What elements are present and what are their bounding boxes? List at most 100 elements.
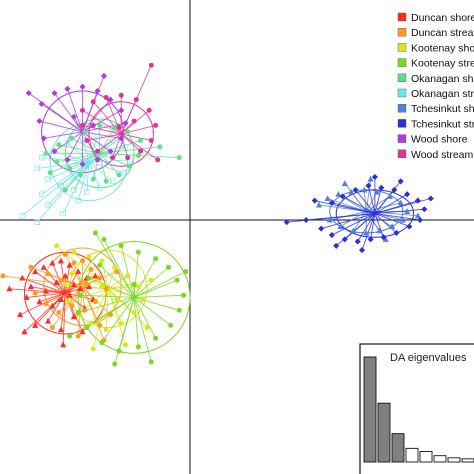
point-duncan-stream xyxy=(79,258,86,264)
legend-label-duncan-stream: Duncan stream xyxy=(411,27,474,39)
legend-swatch-wood-stream xyxy=(397,149,407,159)
point-kootenay-shore xyxy=(114,297,120,303)
point-tchesinkut-stream xyxy=(303,216,310,224)
spoke-okanagan-stream xyxy=(22,161,90,217)
point-tchesinkut-shore xyxy=(335,190,342,197)
point-tchesinkut-shore xyxy=(348,188,355,195)
point-tchesinkut-stream xyxy=(391,186,398,193)
spoke-duncan-stream xyxy=(45,286,83,305)
spoke-kootenay-shore xyxy=(107,267,116,289)
point-okanagan-shore xyxy=(43,150,49,156)
spoke-wood-shore xyxy=(73,116,83,133)
point-wood-stream xyxy=(155,157,161,163)
point-duncan-shore xyxy=(49,302,56,309)
spoke-tchesinkut-stream xyxy=(314,200,375,214)
point-kootenay-shore xyxy=(71,249,77,255)
spoke-tchesinkut-stream xyxy=(374,198,431,214)
point-kootenay-shore xyxy=(64,299,70,305)
point-duncan-shore xyxy=(17,311,24,318)
point-okanagan-shore xyxy=(67,165,73,171)
point-wood-shore xyxy=(64,85,71,92)
point-kootenay-shore xyxy=(148,277,154,283)
point-okanagan-stream xyxy=(60,210,66,217)
point-wood-stream xyxy=(79,107,86,113)
spoke-kootenay-stream xyxy=(133,271,186,298)
point-tchesinkut-shore xyxy=(397,199,404,206)
point-kootenay-stream xyxy=(168,322,174,328)
point-wood-stream xyxy=(110,155,116,161)
point-tchesinkut-shore xyxy=(350,227,357,234)
point-duncan-stream xyxy=(43,301,49,307)
spoke-duncan-shore xyxy=(60,293,66,330)
point-okanagan-shore xyxy=(82,129,88,135)
point-tchesinkut-shore xyxy=(326,216,333,223)
point-tchesinkut-stream xyxy=(378,184,385,191)
point-wood-shore xyxy=(51,90,58,97)
point-kootenay-stream xyxy=(181,292,187,298)
point-wood-stream xyxy=(153,122,159,128)
spoke-wood-stream xyxy=(97,133,122,152)
point-duncan-stream xyxy=(58,277,64,283)
point-duncan-shore xyxy=(75,268,82,275)
legend-swatch-kootenay-stream xyxy=(397,58,407,67)
point-duncan-stream xyxy=(45,271,51,277)
spoke-wood-stream xyxy=(82,124,122,135)
point-tchesinkut-stream xyxy=(371,173,378,181)
eigenvalue-bar xyxy=(433,455,447,463)
spoke-wood-shore xyxy=(39,120,83,133)
point-okanagan-shore xyxy=(62,187,68,193)
spoke-wood-shore xyxy=(67,88,83,132)
legend-label-okanagan-stream: Okanagan stream xyxy=(411,88,474,100)
spoke-wood-stream xyxy=(86,133,122,141)
spoke-tchesinkut-stream xyxy=(374,213,410,227)
point-tchesinkut-stream xyxy=(397,178,404,185)
point-wood-shore xyxy=(100,72,108,79)
point-wood-shore xyxy=(107,96,114,103)
spoke-kootenay-stream xyxy=(133,297,156,339)
point-kootenay-stream xyxy=(92,230,98,236)
point-kootenay-stream xyxy=(67,333,73,339)
point-wood-shore xyxy=(38,100,45,107)
legend-swatch-tchesinkut-shore xyxy=(397,103,407,113)
point-okanagan-shore xyxy=(97,122,103,128)
point-kootenay-stream xyxy=(86,275,92,281)
legend-label-tchesinkut-shore: Tchesinkut shore xyxy=(411,103,474,115)
legend-swatch-duncan-shore xyxy=(397,12,407,22)
spoke-okanagan-shore xyxy=(50,152,100,174)
point-okanagan-stream xyxy=(39,155,45,161)
point-wood-stream xyxy=(125,155,131,161)
point-okanagan-stream xyxy=(39,191,45,197)
spoke-kootenay-stream xyxy=(133,258,156,298)
spoke-kootenay-shore xyxy=(88,256,109,290)
point-wood-shore xyxy=(40,135,47,142)
point-kootenay-stream xyxy=(165,264,172,270)
spoke-kootenay-shore xyxy=(90,288,109,324)
spoke-kootenay-stream xyxy=(133,297,139,347)
point-wood-stream xyxy=(148,137,154,143)
point-kootenay-stream xyxy=(99,340,105,346)
spoke-tchesinkut-stream xyxy=(331,213,376,236)
point-duncan-stream xyxy=(88,266,94,272)
point-wood-shore xyxy=(79,83,86,90)
point-tchesinkut-stream xyxy=(341,236,348,243)
spoke-wood-shore xyxy=(43,131,83,139)
point-tchesinkut-shore xyxy=(341,180,348,186)
legend-swatch-tchesinkut-stream xyxy=(397,119,407,128)
point-wood-shore xyxy=(118,107,125,114)
point-duncan-shore xyxy=(49,259,56,266)
spoke-tchesinkut-stream xyxy=(374,193,408,214)
point-okanagan-shore xyxy=(127,163,133,169)
point-kootenay-stream xyxy=(77,292,83,298)
point-kootenay-shore xyxy=(86,254,92,260)
point-tchesinkut-stream xyxy=(421,206,428,213)
spoke-kootenay-stream xyxy=(69,297,135,337)
spoke-duncan-shore xyxy=(19,292,66,316)
point-duncan-shore xyxy=(19,274,26,281)
ellipse-kootenay-stream xyxy=(77,241,191,354)
spoke-kootenay-stream xyxy=(88,277,135,298)
legend-label-okanagan-shore: Okanagan shore xyxy=(411,73,474,85)
point-tchesinkut-stream xyxy=(352,186,359,193)
point-wood-stream xyxy=(84,137,90,143)
spoke-kootenay-stream xyxy=(103,239,135,298)
point-duncan-shore xyxy=(79,328,86,335)
